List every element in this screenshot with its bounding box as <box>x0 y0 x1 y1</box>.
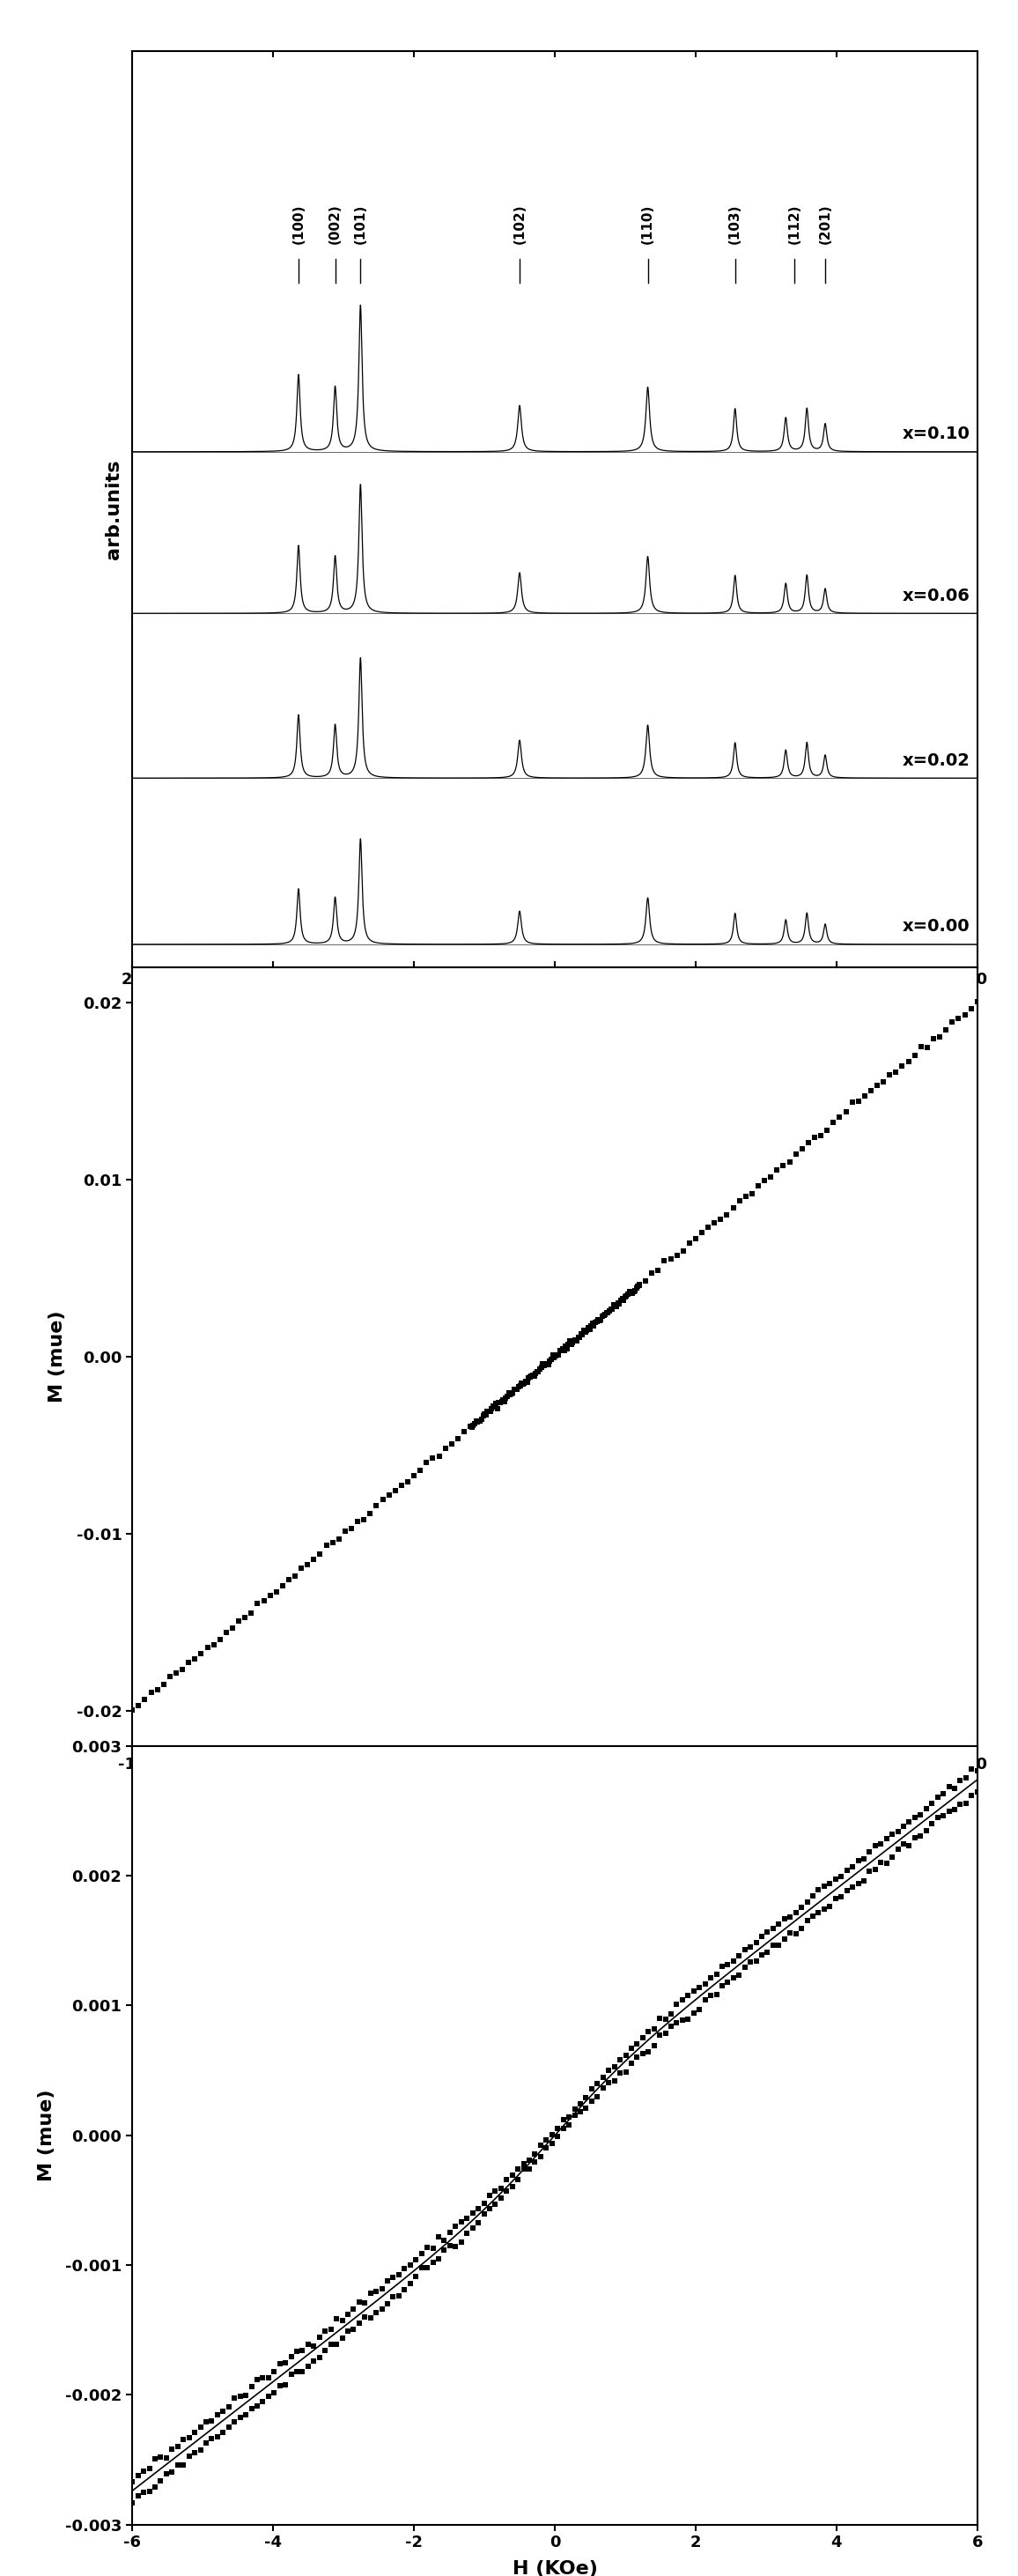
Text: (112): (112) <box>788 204 801 245</box>
Text: (201): (201) <box>818 204 832 245</box>
Text: (110): (110) <box>641 204 655 245</box>
Text: (103): (103) <box>729 204 742 245</box>
Text: (100): (100) <box>292 204 305 245</box>
Text: x=0.02: x=0.02 <box>903 752 970 768</box>
Text: (002): (002) <box>329 204 342 245</box>
Text: 图 1: 图 1 <box>538 1077 572 1097</box>
Text: (101): (101) <box>354 204 367 245</box>
X-axis label: 2θ/  (°): 2θ/ (°) <box>517 997 592 1015</box>
Text: (102): (102) <box>513 204 526 245</box>
Text: x=0.00: x=0.00 <box>903 920 970 935</box>
Y-axis label: arb.units: arb.units <box>105 459 122 559</box>
Text: x=0.10: x=0.10 <box>903 425 970 443</box>
Y-axis label: M (mue): M (mue) <box>49 1311 66 1404</box>
X-axis label: H (KOe): H (KOe) <box>512 2561 598 2576</box>
Text: x=0.06: x=0.06 <box>903 587 970 605</box>
Y-axis label: M (mue): M (mue) <box>38 2089 55 2182</box>
Text: 图 2-a: 图 2-a <box>527 1855 582 1875</box>
X-axis label: H (KOe): H (KOe) <box>512 1783 598 1801</box>
